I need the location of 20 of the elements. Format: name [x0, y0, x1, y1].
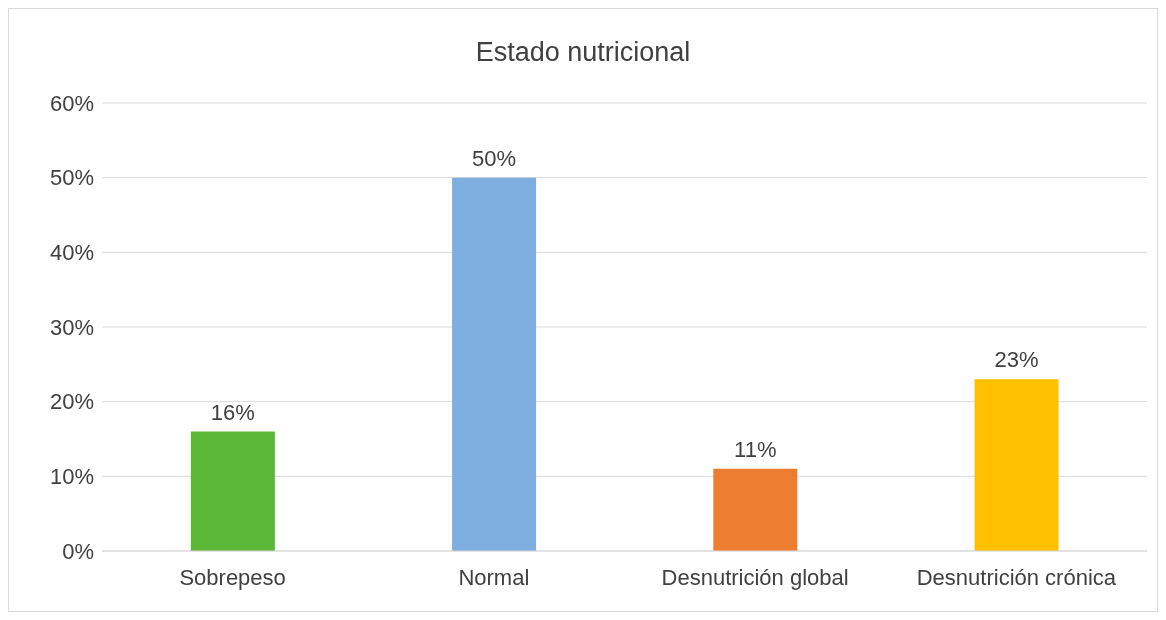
x-tick-label: Desnutrición crónica [916, 564, 1117, 590]
data-label: 11% [734, 436, 777, 462]
y-tick-label: 20% [49, 389, 94, 415]
data-label: 23% [994, 347, 1039, 373]
chart-title: Estado nutricional [474, 37, 692, 68]
data-label: 16% [210, 399, 255, 425]
y-tick-label: 30% [49, 314, 94, 340]
y-tick-label: 0% [62, 538, 94, 564]
x-tick-label: Sobrepeso [179, 564, 286, 590]
y-tick-label: 10% [49, 464, 94, 490]
y-tick-label: 50% [49, 165, 94, 191]
x-tick-label: Desnutrición global [661, 564, 849, 590]
bar [974, 379, 1059, 551]
x-tick-label: Normal [458, 564, 530, 590]
bar [713, 468, 798, 551]
data-label: 50% [472, 145, 517, 171]
y-tick-label: 40% [49, 240, 94, 266]
y-tick-label: 60% [49, 90, 94, 116]
bar [452, 177, 537, 551]
bar [190, 431, 275, 551]
